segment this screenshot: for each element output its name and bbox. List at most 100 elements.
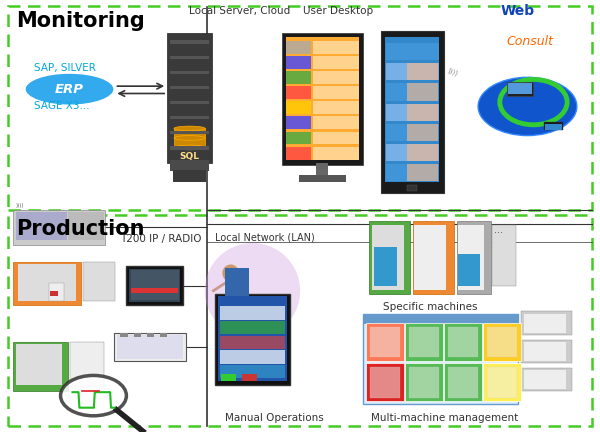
Bar [545,124,562,130]
Text: TBOX IP: TBOX IP [127,339,167,349]
Bar [286,36,359,159]
Bar [313,41,359,54]
Bar [286,56,311,69]
Bar [282,33,363,165]
Bar [218,296,287,381]
Bar [286,101,311,114]
Bar [8,6,592,210]
Ellipse shape [174,126,205,131]
Bar [174,129,205,148]
Bar [220,307,285,320]
Bar [134,333,141,337]
Bar [50,291,58,296]
Bar [242,374,257,381]
Bar [458,255,481,285]
Bar [407,164,438,181]
Bar [221,374,236,381]
Bar [316,163,328,176]
Bar [313,71,359,84]
Text: )))): )))) [446,66,459,76]
Bar [286,86,311,99]
Text: T200 IP / RADIO: T200 IP / RADIO [121,234,202,244]
Bar [16,212,67,240]
Text: Local Server, Cloud: Local Server, Cloud [189,6,290,16]
Bar [444,323,482,361]
Bar [366,323,404,361]
Text: ERP: ERP [55,83,84,96]
Bar [167,33,212,162]
Bar [448,368,478,398]
Bar [386,144,439,161]
Bar [458,225,484,290]
Bar [286,132,311,145]
Text: SQL: SQL [179,152,200,161]
Bar [484,363,521,401]
Bar [49,284,64,301]
Text: Web: Web [500,4,535,19]
Bar [286,116,311,129]
Text: Manual Operations: Manual Operations [225,414,324,423]
Bar [313,101,359,114]
Bar [170,101,209,104]
Bar [16,344,62,385]
Bar [121,333,128,337]
Bar [170,40,209,44]
Bar [224,268,248,298]
Bar [370,368,400,398]
Bar [521,311,572,335]
Bar [18,264,76,301]
Text: Monitoring: Monitoring [16,12,145,32]
Bar [313,132,359,145]
Bar [131,288,178,293]
Bar [160,333,167,337]
Bar [413,225,446,290]
Bar [448,327,478,357]
Bar [370,327,400,357]
Bar [369,221,410,294]
Bar [407,84,438,100]
Bar [286,41,311,54]
Bar [170,146,209,149]
Text: Consult: Consult [506,35,554,48]
Bar [13,210,106,245]
Bar [386,103,439,120]
Bar [115,333,186,361]
Bar [524,370,566,389]
Bar [363,313,518,324]
Bar [83,262,115,301]
Ellipse shape [205,243,300,339]
Bar [170,55,209,59]
Text: SAGE X3...: SAGE X3... [34,101,89,111]
Bar [313,86,359,99]
Bar [407,144,438,161]
Bar [544,123,563,130]
Bar [286,147,311,159]
Bar [130,269,180,302]
Bar [409,327,439,357]
Bar [313,116,359,129]
Bar [386,43,439,61]
Bar [407,103,438,120]
Bar [524,313,566,333]
Bar [170,131,209,135]
Bar [299,175,346,182]
Text: )))): )))) [16,203,24,208]
Text: SAP, SILVER: SAP, SILVER [34,63,95,73]
Text: Production: Production [16,219,144,239]
Bar [127,266,183,305]
Bar [508,83,532,94]
Bar [374,247,397,285]
Ellipse shape [223,265,239,282]
Bar [220,365,285,378]
Bar [170,116,209,120]
Text: Multi-machine management: Multi-machine management [371,414,518,423]
Bar [487,327,517,357]
Bar [70,342,104,387]
Ellipse shape [61,375,127,416]
Bar [286,71,311,84]
Ellipse shape [478,78,577,136]
Bar [170,160,209,171]
Bar [386,164,439,181]
Bar [487,368,517,398]
Bar [118,335,183,359]
